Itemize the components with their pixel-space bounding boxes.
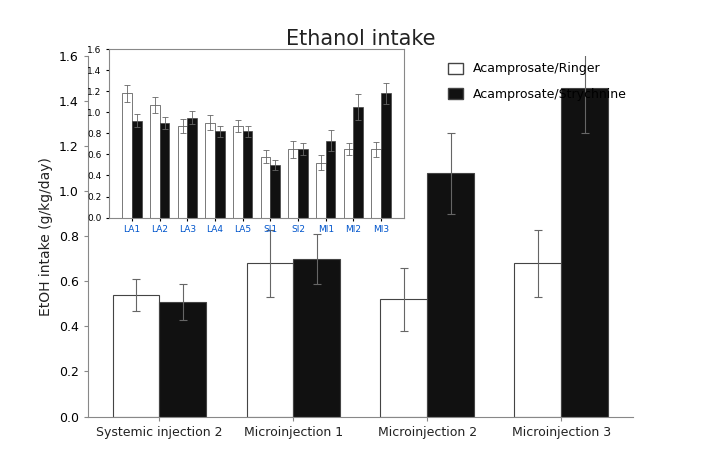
Bar xyxy=(371,149,381,218)
Bar xyxy=(188,117,197,218)
Bar xyxy=(380,300,427,417)
Bar xyxy=(288,149,298,218)
Legend: Acamprosate/Ringer, Acamprosate/Strychnine: Acamprosate/Ringer, Acamprosate/Strychni… xyxy=(448,62,626,101)
Bar xyxy=(293,259,340,417)
Bar xyxy=(298,149,308,218)
Bar xyxy=(316,163,325,218)
Bar xyxy=(233,126,243,218)
Bar xyxy=(112,295,160,417)
Bar xyxy=(271,165,280,218)
Bar xyxy=(122,93,132,218)
Bar xyxy=(325,141,335,218)
Bar xyxy=(427,173,474,417)
Bar xyxy=(205,123,215,218)
Title: Ethanol intake: Ethanol intake xyxy=(285,29,435,49)
Bar xyxy=(247,263,293,417)
Bar xyxy=(150,105,160,218)
Bar xyxy=(561,88,608,417)
Bar xyxy=(354,107,363,218)
Y-axis label: EtOH intake (g/kg/day): EtOH intake (g/kg/day) xyxy=(39,157,53,316)
Bar xyxy=(215,131,225,218)
Bar xyxy=(178,126,188,218)
Bar xyxy=(344,149,354,218)
Bar xyxy=(243,131,252,218)
Bar xyxy=(261,156,271,218)
Bar xyxy=(160,123,169,218)
Bar xyxy=(381,93,391,218)
Bar xyxy=(132,121,142,218)
Bar xyxy=(514,263,561,417)
Bar xyxy=(160,302,207,417)
